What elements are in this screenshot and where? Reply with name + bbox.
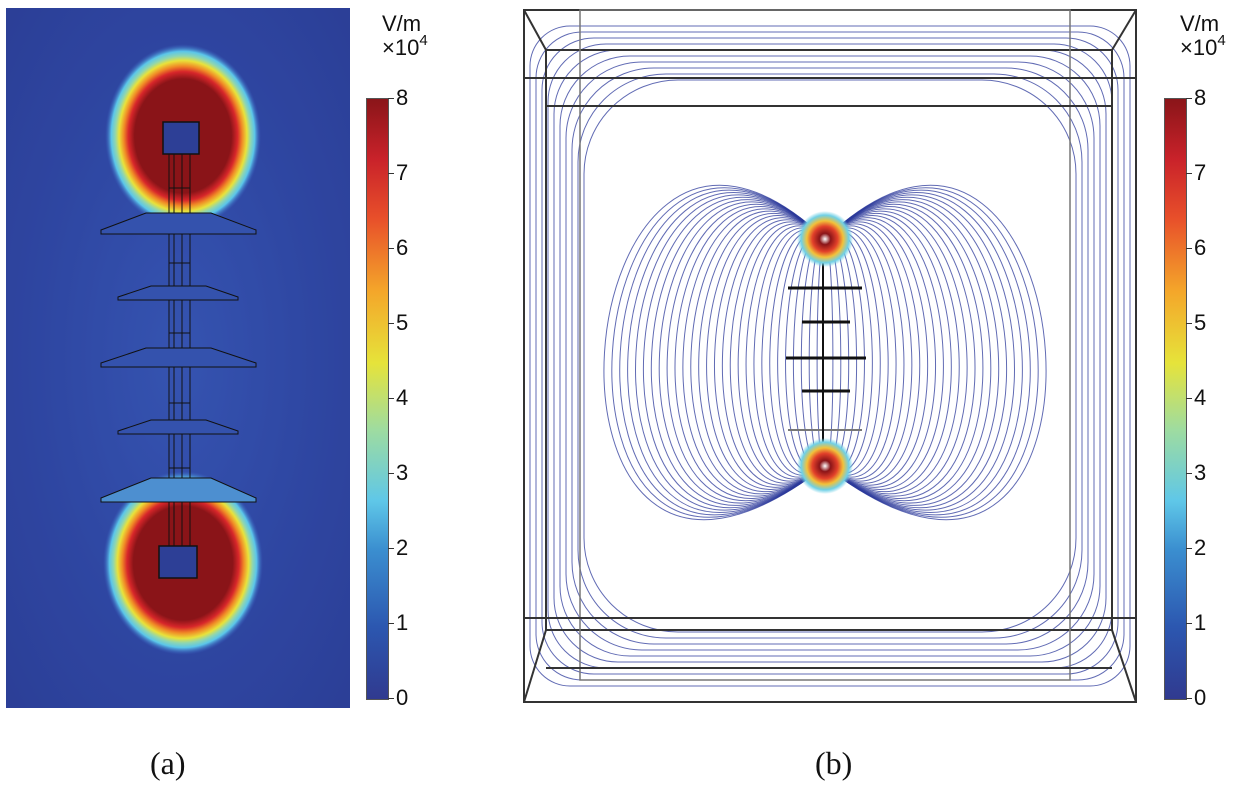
tick-label: 5: [396, 310, 409, 335]
streamline: [682, 208, 826, 497]
streamline-panel-b: [520, 6, 1140, 706]
tick-label: 8: [396, 85, 409, 110]
streamline: [824, 189, 1031, 516]
streamline: [529, 25, 1131, 687]
tick-label: 8: [1194, 85, 1207, 110]
streamline: [658, 201, 826, 504]
streamline-plot-b: [523, 9, 1137, 703]
streamline: [824, 229, 889, 476]
colorbar-a: V/m ×10 4 8 7 6 5 4 3 2 1 0: [352, 12, 462, 732]
lower-electrode: [158, 545, 198, 579]
streamline: [824, 199, 1000, 506]
streamline: [824, 217, 936, 488]
tick-label: 5: [1194, 310, 1207, 335]
streamline: [824, 206, 976, 499]
streamline: [547, 43, 1113, 669]
streamline: [824, 219, 929, 486]
streamline: [729, 221, 826, 484]
streamline: [674, 206, 826, 499]
tick-label: 0: [396, 685, 409, 710]
streamline: [824, 208, 968, 497]
tick-label: 4: [1194, 385, 1207, 410]
streamline: [824, 227, 897, 478]
colorbar-unit-a: V/m ×10 4: [382, 11, 428, 60]
streamline: [690, 210, 826, 495]
colorbar-gradient-b: [1164, 98, 1187, 700]
streamline: [824, 192, 1023, 513]
streamline: [642, 196, 826, 509]
streamline: [737, 223, 826, 482]
streamline: [824, 194, 1015, 511]
streamline: [824, 215, 944, 490]
caption-b: (b): [815, 745, 853, 781]
colorbar-gradient-a: [366, 98, 389, 700]
tick-label: 1: [396, 610, 409, 635]
streamline: [824, 210, 960, 495]
tick-label: 7: [396, 160, 409, 185]
streamline: [721, 219, 826, 486]
tick-label: 7: [1194, 160, 1207, 185]
field-map-a: [6, 8, 350, 708]
streamline: [666, 203, 826, 502]
colorbar-b: V/m ×10 4 8 7 6 5 4 3 2 1 0: [1150, 12, 1250, 732]
colorbar-unit-b: V/m ×10 4: [1180, 11, 1226, 60]
streamline: [553, 49, 1107, 663]
streamline: [583, 79, 1077, 633]
streamline: [619, 189, 826, 516]
streamline: [824, 203, 984, 502]
streamline: [714, 217, 826, 488]
streamline: [761, 229, 826, 476]
insulator-b: [786, 238, 866, 456]
streamline: [635, 194, 826, 511]
tick-label: 6: [1194, 235, 1207, 260]
streamline: [535, 31, 1125, 681]
field-map-panel-a: [6, 8, 350, 708]
streamline: [824, 223, 913, 482]
streamline: [603, 184, 826, 521]
tick-label: 2: [1194, 535, 1207, 560]
upper-field-concentration: [797, 211, 853, 267]
tick-label: 1: [1194, 610, 1207, 635]
insulator-sheds: [100, 212, 257, 503]
lower-field-concentration: [797, 438, 853, 494]
streamline: [824, 225, 905, 480]
tick-label: 3: [1194, 460, 1207, 485]
streamline: [571, 67, 1089, 645]
streamline: [650, 199, 826, 506]
tick-label: 2: [396, 535, 409, 560]
streamlines: [529, 25, 1131, 687]
streamline: [706, 215, 826, 490]
streamline: [824, 196, 1008, 509]
caption-a: (a): [150, 745, 186, 781]
streamline: [565, 61, 1095, 651]
domain-box: [523, 9, 1137, 703]
streamline: [824, 201, 992, 504]
tick-label: 4: [396, 385, 409, 410]
streamline: [753, 227, 826, 478]
streamline: [541, 37, 1119, 675]
streamline: [611, 187, 826, 518]
tick-label: 3: [396, 460, 409, 485]
tick-label: 6: [396, 235, 409, 260]
upper-electrode: [162, 121, 200, 155]
tick-label: 0: [1194, 685, 1207, 710]
streamline: [824, 187, 1039, 518]
streamline: [824, 184, 1047, 521]
streamline: [577, 73, 1083, 639]
streamline: [824, 238, 834, 467]
streamline: [559, 55, 1101, 657]
streamline: [627, 192, 826, 513]
streamline: [824, 221, 921, 484]
streamline: [745, 225, 826, 480]
streamline: [698, 212, 826, 493]
streamline: [824, 212, 952, 493]
